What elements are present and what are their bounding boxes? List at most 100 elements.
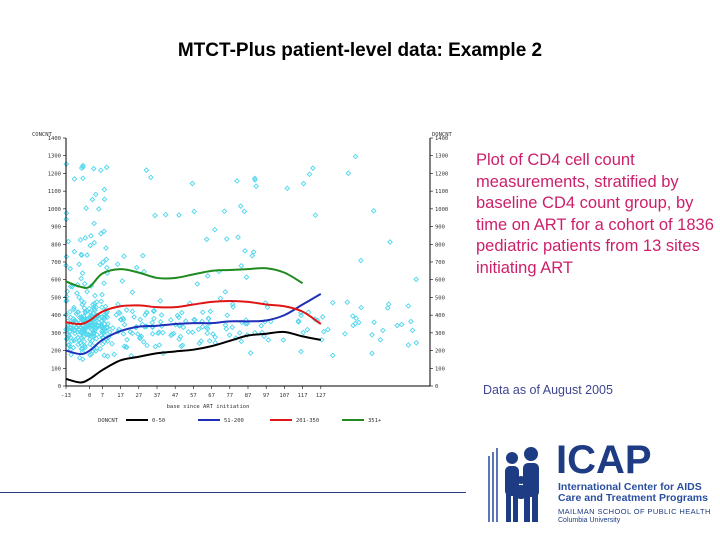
- scatter-point: [312, 212, 319, 219]
- x-axis-label: base since ART initiation: [167, 404, 250, 410]
- scatter-point: [140, 252, 146, 259]
- scatter-point: [131, 314, 137, 320]
- scatter-point: [242, 248, 248, 254]
- y-tick-label-right: 800: [435, 242, 445, 248]
- scatter-point: [238, 262, 245, 269]
- scatter-point: [129, 330, 136, 337]
- scatter-point: [73, 310, 80, 317]
- scatter-point: [143, 309, 150, 316]
- y-tick-label-right: 700: [435, 260, 445, 266]
- x-tick-label: 27: [135, 393, 142, 399]
- scatter-point: [101, 352, 108, 359]
- scatter-point: [310, 165, 316, 171]
- scatter-point: [137, 316, 144, 323]
- series-line-351+: [65, 267, 304, 290]
- scatter-point: [98, 167, 104, 174]
- scatter-point: [78, 334, 85, 341]
- x-tick-label: 127: [316, 393, 326, 399]
- scatter-point: [120, 316, 127, 323]
- scatter-point: [191, 316, 197, 323]
- scatter-point: [91, 306, 98, 312]
- scatter-point: [203, 236, 210, 243]
- legend-label: 351+: [368, 418, 382, 424]
- scatter-point: [298, 348, 304, 355]
- scatter-point: [71, 176, 78, 182]
- scatter-point: [210, 331, 216, 337]
- scatter-point: [258, 322, 265, 329]
- scatter-point: [235, 234, 241, 241]
- scatter-point: [174, 312, 181, 319]
- scatter-point: [168, 332, 174, 339]
- scatter-point: [121, 321, 128, 328]
- scatter-point: [236, 330, 243, 336]
- scatter-point: [80, 162, 86, 169]
- scatter-point: [370, 207, 377, 214]
- scatter-point: [93, 335, 100, 342]
- scatter-point: [67, 325, 74, 331]
- scatter-point: [123, 307, 130, 313]
- y-tick-label-left: 200: [51, 349, 61, 355]
- scatter-point: [233, 335, 239, 341]
- scatter-point: [138, 333, 145, 340]
- scatter-point: [212, 334, 218, 340]
- scatter-point: [67, 309, 73, 315]
- scatter-point: [158, 312, 165, 318]
- scatter-point: [380, 327, 386, 334]
- scatter-point: [175, 314, 182, 321]
- scatter-point: [76, 261, 82, 268]
- y-axis-right-label: DONCNT: [432, 132, 453, 138]
- scatter-point: [178, 309, 185, 316]
- scatter-point: [157, 319, 164, 325]
- y-tick-label-right: 1300: [435, 154, 448, 160]
- scatter-point: [387, 239, 393, 245]
- scatter-point: [137, 335, 143, 342]
- x-tick-label: 107: [279, 393, 289, 399]
- scatter-point: [67, 343, 74, 350]
- scatter-point: [87, 309, 94, 316]
- scatter-point: [156, 342, 163, 348]
- scatter-point: [81, 342, 88, 349]
- scatter-point: [149, 319, 155, 326]
- scatter-point: [195, 326, 202, 333]
- y-tick-label-right: 300: [435, 331, 445, 337]
- scatter-point: [247, 350, 254, 356]
- scatter-point: [358, 304, 365, 311]
- y-tick-label-right: 1200: [435, 171, 448, 177]
- x-tick-label: 47: [172, 393, 179, 399]
- scatter-point: [405, 303, 412, 309]
- scatter-point: [280, 337, 287, 343]
- scatter-point: [99, 291, 105, 298]
- scatter-point: [109, 340, 115, 347]
- scatter-point: [101, 280, 107, 287]
- scatter-point: [74, 329, 81, 335]
- scatter-point: [244, 332, 250, 338]
- scatter-point: [167, 317, 174, 323]
- scatter-point: [140, 339, 147, 345]
- scatter-point: [242, 320, 249, 327]
- logo-line-2: Care and Treatment Programs: [558, 492, 708, 504]
- scatter-point: [97, 346, 104, 352]
- y-tick-label-left: 1000: [48, 207, 61, 213]
- scatter-point: [96, 206, 102, 212]
- scatter-point: [100, 329, 107, 335]
- scatter-point: [251, 175, 258, 182]
- scatter-point: [89, 196, 96, 203]
- x-tick-label: -13: [61, 393, 71, 399]
- scatter-point: [83, 205, 89, 212]
- scatter-point: [91, 333, 97, 339]
- scatter-point: [150, 308, 157, 315]
- scatter-point: [319, 314, 326, 320]
- scatter-point: [196, 340, 203, 347]
- scatter-point: [151, 315, 157, 322]
- scatter-point: [148, 174, 154, 181]
- cd4-chart: CONCNT DONCNT 0 100 200 300 400 500 600 700 800 900…: [26, 128, 474, 428]
- scatter-point: [113, 312, 120, 318]
- scatter-point: [79, 270, 86, 276]
- scatter-point: [295, 318, 302, 324]
- y-tick-label-right: 600: [435, 278, 445, 284]
- scatter-point: [80, 325, 87, 332]
- legend-label: 201-350: [296, 418, 319, 424]
- scatter-point: [101, 196, 108, 203]
- scatter-point: [191, 208, 198, 215]
- scatter-point: [342, 330, 348, 337]
